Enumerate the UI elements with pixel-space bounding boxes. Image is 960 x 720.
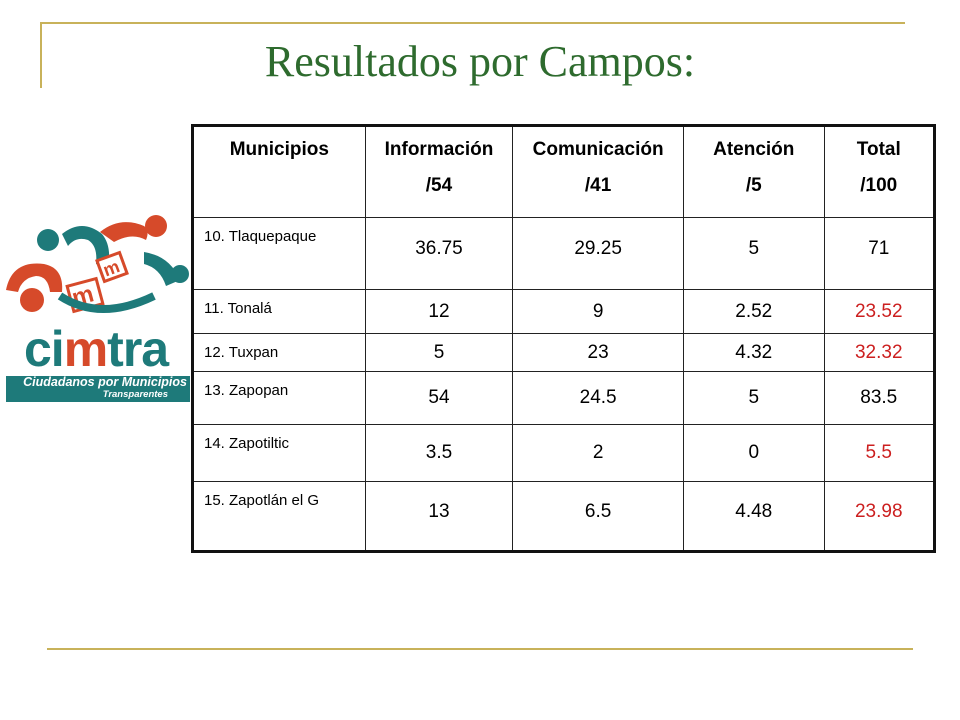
cell-municipio: 15. Zapotlán el G bbox=[192, 481, 366, 552]
table-row: 10. Tlaquepaque 36.75 29.25 5 71 bbox=[192, 217, 936, 290]
logo-text-ci: ci bbox=[24, 321, 65, 377]
bottom-border-rule bbox=[47, 648, 913, 650]
left-border-rule bbox=[40, 22, 42, 88]
cell-comunicacion: 29.25 bbox=[512, 217, 684, 290]
cell-municipio: 13. Zapopan bbox=[192, 371, 366, 425]
cell-comunicacion: 2 bbox=[512, 424, 684, 482]
cell-informacion: 54 bbox=[364, 371, 514, 425]
cell-comunicacion: 9 bbox=[512, 289, 684, 334]
cell-municipio: 14. Zapotiltic bbox=[192, 424, 366, 482]
cell-atencion: 0 bbox=[682, 424, 825, 482]
top-border-rule bbox=[40, 22, 905, 24]
cell-atencion: 5 bbox=[682, 371, 825, 425]
header-atencion: Atención/5 bbox=[682, 125, 825, 218]
cimtra-logo: m m cimtra Ciudadanos por Municipios Tra… bbox=[4, 212, 190, 404]
logo-text-tra: tra bbox=[107, 321, 169, 377]
cell-total: 23.52 bbox=[823, 289, 936, 334]
logo-tagline: Ciudadanos por Municipios bbox=[23, 375, 187, 389]
cell-comunicacion: 23 bbox=[512, 333, 684, 372]
table-row: 14. Zapotiltic 3.5 2 0 5.5 bbox=[192, 424, 936, 482]
cell-informacion: 3.5 bbox=[364, 424, 514, 482]
logo-wordmark: cimtra bbox=[24, 321, 169, 377]
cell-atencion: 4.32 bbox=[682, 333, 825, 372]
cell-total: 5.5 bbox=[823, 424, 936, 482]
cell-informacion: 36.75 bbox=[364, 217, 514, 290]
table-header-row: Municipios Información/54 Comunicación/4… bbox=[192, 125, 936, 218]
table-row: 12. Tuxpan 5 23 4.32 32.32 bbox=[192, 333, 936, 372]
cell-total: 71 bbox=[823, 217, 936, 290]
cell-municipio: 10. Tlaquepaque bbox=[192, 217, 366, 290]
header-municipios: Municipios bbox=[192, 125, 366, 218]
slide-title: Resultados por Campos: bbox=[264, 37, 696, 86]
header-comunicacion: Comunicación/41 bbox=[512, 125, 684, 218]
cell-informacion: 13 bbox=[364, 481, 514, 552]
header-informacion: Información/54 bbox=[364, 125, 514, 218]
svg-text:m: m bbox=[100, 256, 122, 280]
logo-text-m: m bbox=[63, 321, 108, 377]
cell-total: 83.5 bbox=[823, 371, 936, 425]
results-table: Municipios Información/54 Comunicación/4… bbox=[191, 124, 936, 553]
cell-informacion: 5 bbox=[364, 333, 514, 372]
cell-municipio: 12. Tuxpan bbox=[192, 333, 366, 372]
cell-informacion: 12 bbox=[364, 289, 514, 334]
logo-tagline-band: Ciudadanos por Municipios Transparentes bbox=[6, 376, 190, 402]
cell-atencion: 2.52 bbox=[682, 289, 825, 334]
table-row: 15. Zapotlán el G 13 6.5 4.48 23.98 bbox=[192, 481, 936, 552]
cell-comunicacion: 6.5 bbox=[512, 481, 684, 552]
cell-total: 23.98 bbox=[823, 481, 936, 552]
logo-tagline-2: Transparentes bbox=[102, 389, 168, 400]
table-row: 13. Zapopan 54 24.5 5 83.5 bbox=[192, 371, 936, 425]
cell-comunicacion: 24.5 bbox=[512, 371, 684, 425]
cell-municipio: 11. Tonalá bbox=[192, 289, 366, 334]
cell-atencion: 4.48 bbox=[682, 481, 825, 552]
cell-atencion: 5 bbox=[682, 217, 825, 290]
logo-figures-graphic: m m bbox=[6, 215, 189, 314]
cell-total: 32.32 bbox=[823, 333, 936, 372]
header-total: Total/100 bbox=[823, 125, 936, 218]
table-row: 11. Tonalá 12 9 2.52 23.52 bbox=[192, 289, 936, 334]
